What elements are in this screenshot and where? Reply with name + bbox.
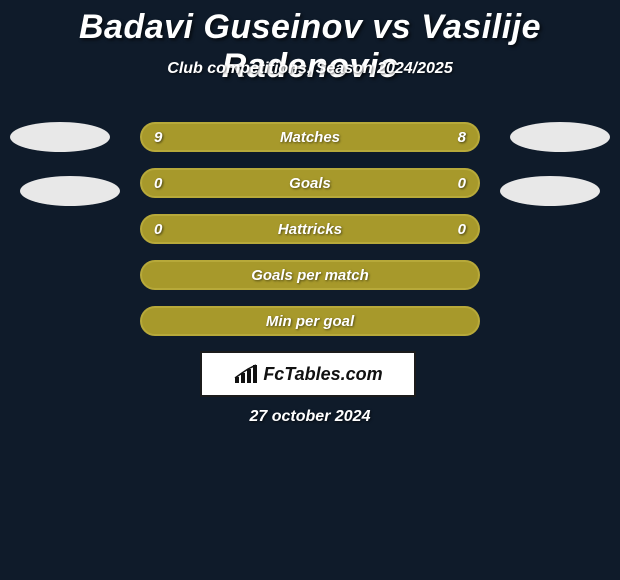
brand-box: FcTables.com (200, 351, 416, 397)
date-stamp: 27 october 2024 (0, 408, 620, 426)
bars-icon (233, 363, 259, 385)
stat-row-goals-per-match: Goals per match (140, 260, 480, 290)
comparison-card: Badavi Guseinov vs Vasilije Radenovic Cl… (0, 0, 620, 580)
stat-row-hattricks: 0 Hattricks 0 (140, 214, 480, 244)
player2-avatar (510, 122, 610, 152)
brand-text: FcTables.com (263, 364, 382, 385)
player1-club (20, 176, 120, 206)
stat-label: Min per goal (142, 313, 478, 330)
stat-right-value: 0 (458, 221, 466, 238)
stat-right-value: 8 (458, 129, 466, 146)
brand-logo: FcTables.com (233, 363, 382, 385)
stat-label: Hattricks (142, 221, 478, 238)
player2-club (500, 176, 600, 206)
player1-avatar (10, 122, 110, 152)
stat-label: Matches (142, 129, 478, 146)
page-subtitle: Club competitions, Season 2024/2025 (0, 60, 620, 78)
stat-right-value: 0 (458, 175, 466, 192)
stat-row-min-per-goal: Min per goal (140, 306, 480, 336)
stat-row-goals: 0 Goals 0 (140, 168, 480, 198)
stat-label: Goals per match (142, 267, 478, 284)
stat-row-matches: 9 Matches 8 (140, 122, 480, 152)
stat-label: Goals (142, 175, 478, 192)
